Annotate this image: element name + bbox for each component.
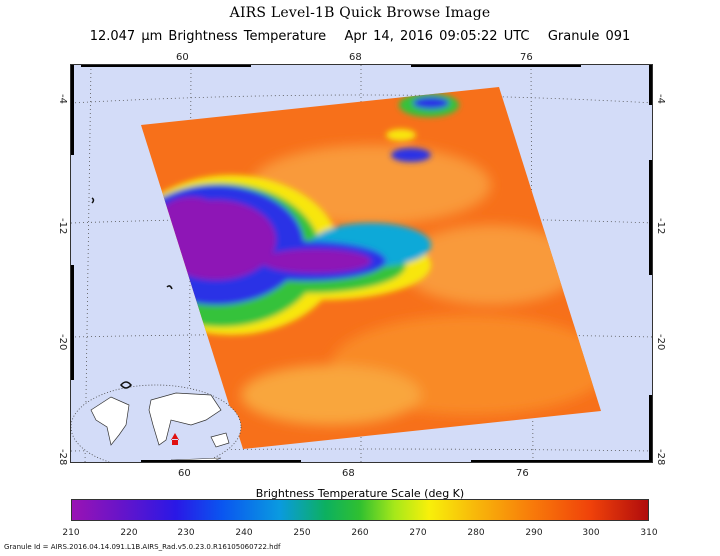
colorbar-tick-label: 300 <box>582 528 600 538</box>
top-lon-label: 60 <box>176 52 189 63</box>
colorbar-tick-label: 220 <box>120 528 138 538</box>
colorbar-tick-label: 210 <box>62 528 80 538</box>
colorbar-tick-label: 270 <box>409 528 427 538</box>
granule-id: Granule Id = AIRS.2016.04.14.091.L1B.AIR… <box>4 543 281 551</box>
colorbar-tick-label: 310 <box>640 528 658 538</box>
map-edge-bottom <box>471 460 652 462</box>
right-lat-label: -28 <box>655 449 666 466</box>
top-lon-label: 68 <box>349 52 362 63</box>
map-edge-right <box>649 395 652 462</box>
map-edge-left <box>71 65 74 155</box>
map-edge-right <box>649 65 652 105</box>
map-frame <box>70 64 653 463</box>
bottom-lon-label: 68 <box>342 468 355 479</box>
map-edge-right <box>649 160 652 275</box>
map-edge-top <box>411 65 581 67</box>
left-lat-label: -20 <box>57 334 68 351</box>
left-lat-label: -12 <box>57 218 68 235</box>
colorbar-tick-label: 260 <box>351 528 369 538</box>
bottom-lon-label: 60 <box>178 468 191 479</box>
left-lat-label: -4 <box>57 94 68 104</box>
right-lat-label: -12 <box>655 218 666 235</box>
colorbar-tick-label: 250 <box>293 528 311 538</box>
colorbar-title: Brightness Temperature Scale (deg K) <box>255 487 465 500</box>
right-lat-label: -4 <box>655 94 666 104</box>
top-lon-label: 76 <box>520 52 533 63</box>
colorbar-tick-label: 290 <box>525 528 543 538</box>
page-title: AIRS Level-1B Quick Browse Image <box>229 5 491 21</box>
brightness-temperature-swath <box>71 65 652 462</box>
map-edge-top <box>81 65 251 67</box>
colorbar-tick-label: 230 <box>177 528 195 538</box>
colorbar <box>71 499 649 521</box>
left-lat-label: -28 <box>57 449 68 466</box>
page-subtitle: 12.047 μm Brightness Temperature Apr 14,… <box>89 29 631 44</box>
map-edge-left <box>71 265 74 380</box>
map-edge-bottom <box>141 460 301 462</box>
world-locator-map <box>71 384 242 462</box>
bottom-lon-label: 76 <box>516 468 529 479</box>
colorbar-tick-label: 240 <box>235 528 253 538</box>
right-lat-label: -20 <box>655 334 666 351</box>
colorbar-tick-label: 280 <box>467 528 485 538</box>
